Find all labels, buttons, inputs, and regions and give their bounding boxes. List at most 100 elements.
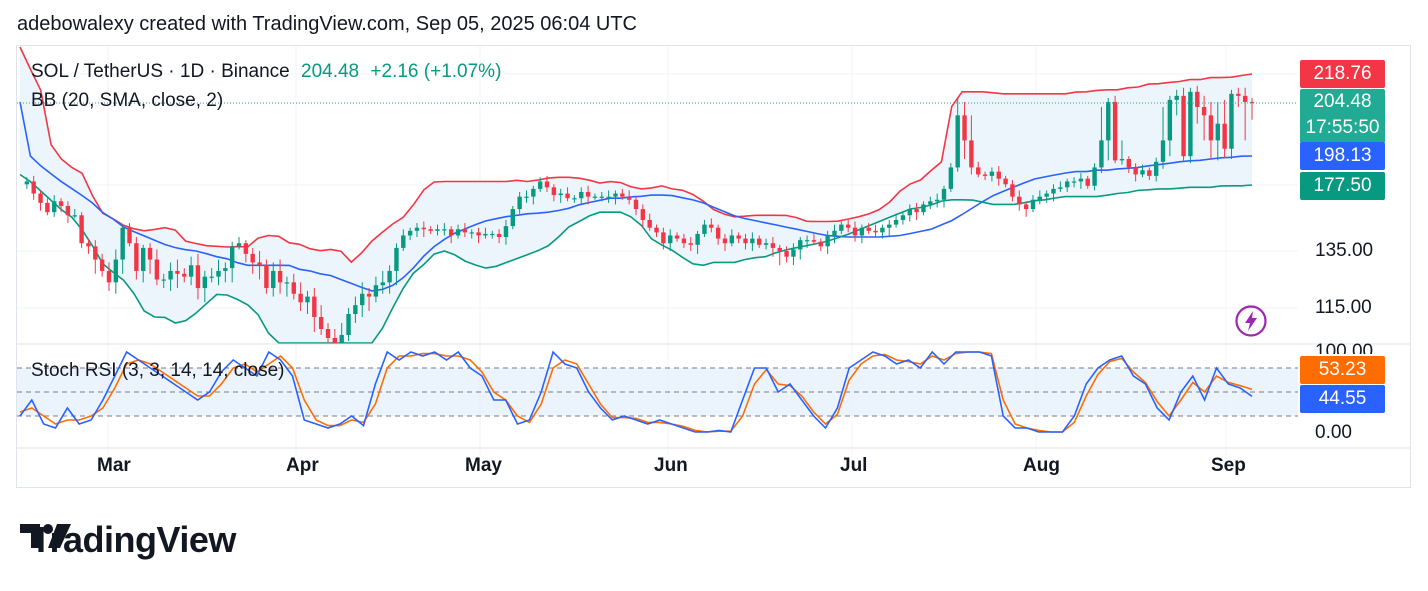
candle-body <box>702 224 707 234</box>
candle-body <box>496 233 502 238</box>
candle-body <box>579 191 584 199</box>
stoch-axis-label: 0.00 <box>1315 422 1352 443</box>
candle-body <box>1167 99 1173 141</box>
last-price: 204.48 <box>301 61 360 82</box>
candle-body <box>1236 93 1241 96</box>
bb-upper-line <box>19 46 1253 264</box>
candle-body <box>928 201 933 205</box>
candle-body <box>401 235 406 248</box>
candle-body <box>435 229 440 231</box>
candle-body <box>99 259 105 271</box>
candle-body <box>113 259 119 283</box>
candle-body <box>818 241 823 247</box>
candle-body <box>688 243 693 245</box>
candle-body <box>668 235 673 244</box>
candle-body <box>722 238 728 244</box>
candle-body <box>798 240 803 250</box>
candle-body <box>1030 199 1036 210</box>
candle-body <box>428 229 433 231</box>
candle-body <box>1174 95 1179 100</box>
candle-body <box>606 196 611 198</box>
candle-body <box>640 209 646 220</box>
candle-body <box>455 229 461 236</box>
candle-body <box>250 253 255 263</box>
candle-body <box>106 270 112 283</box>
candle-body <box>620 193 625 197</box>
candle-body <box>647 219 652 228</box>
month-label: Sep <box>1211 455 1246 476</box>
candle-body <box>421 227 427 230</box>
candle-body <box>79 215 84 244</box>
stoch-d-tag: 53.23 <box>1300 356 1385 384</box>
bb-basis-tag: 198.13 <box>1300 142 1385 170</box>
candle-body <box>750 238 755 244</box>
candle-body <box>223 268 228 271</box>
candle-body <box>585 191 591 197</box>
candle-body <box>188 265 194 277</box>
candle-body <box>1099 140 1104 168</box>
candle-body <box>168 270 173 280</box>
candle-body <box>1126 158 1131 168</box>
candle-body <box>271 270 276 289</box>
candle-body <box>134 243 139 271</box>
candle-body <box>449 229 454 236</box>
candle-body <box>284 282 290 284</box>
stoch-k-line <box>19 350 1253 433</box>
candle-body <box>325 329 331 338</box>
candle-body <box>825 235 830 247</box>
candle-body <box>572 198 577 200</box>
candle-body <box>626 196 632 200</box>
candle-body <box>202 276 207 289</box>
candle-body <box>661 232 666 244</box>
candle-body <box>31 181 36 194</box>
tradingview-logo[interactable]: TradingView <box>20 519 236 560</box>
candle-body <box>469 232 474 234</box>
candle-body <box>216 270 221 277</box>
candle-body <box>236 243 242 247</box>
chart-frame <box>16 45 1411 488</box>
candle-body <box>120 227 125 260</box>
candle-body <box>72 215 77 217</box>
candle-body <box>962 115 967 141</box>
candle-body <box>1242 95 1248 102</box>
candle-body <box>770 243 776 248</box>
month-label: Jul <box>840 455 868 476</box>
candle-body <box>613 193 618 197</box>
candle-body <box>1133 167 1138 175</box>
candle-body <box>791 249 796 257</box>
candle-body <box>414 227 420 231</box>
candle-body <box>832 230 837 236</box>
candle-body <box>859 227 865 236</box>
candle-body <box>839 224 844 231</box>
bb-legend: BB (20, SMA, close, 2) <box>31 90 224 111</box>
candle-body <box>346 314 351 335</box>
candle-body <box>976 167 981 175</box>
lightning-icon[interactable] <box>1235 305 1267 337</box>
candle-body <box>900 215 906 220</box>
candle-body <box>332 338 338 343</box>
candle-body <box>1017 196 1022 205</box>
price-axis-label: 135.00 <box>1315 240 1374 261</box>
candle-body <box>353 305 358 314</box>
candle-body <box>989 171 995 176</box>
candle-body <box>866 227 871 231</box>
candle-body <box>380 282 385 286</box>
candle-body <box>1003 178 1008 185</box>
month-label: May <box>465 455 502 476</box>
candle-body <box>277 270 283 283</box>
month-label: Apr <box>286 455 319 476</box>
candle-body <box>1044 193 1049 197</box>
candle-body <box>93 246 98 260</box>
candle-body <box>695 233 700 245</box>
candle-body <box>887 224 892 228</box>
candle-body <box>195 265 201 289</box>
candle-body <box>141 247 146 271</box>
candle-body <box>681 238 687 244</box>
candle-body <box>982 174 988 176</box>
bb-basis-line <box>19 101 1253 292</box>
candle-body <box>709 224 714 228</box>
last-price-value: 204.48 <box>1313 91 1372 112</box>
candle-body <box>1201 107 1207 116</box>
candle-body <box>305 296 310 303</box>
